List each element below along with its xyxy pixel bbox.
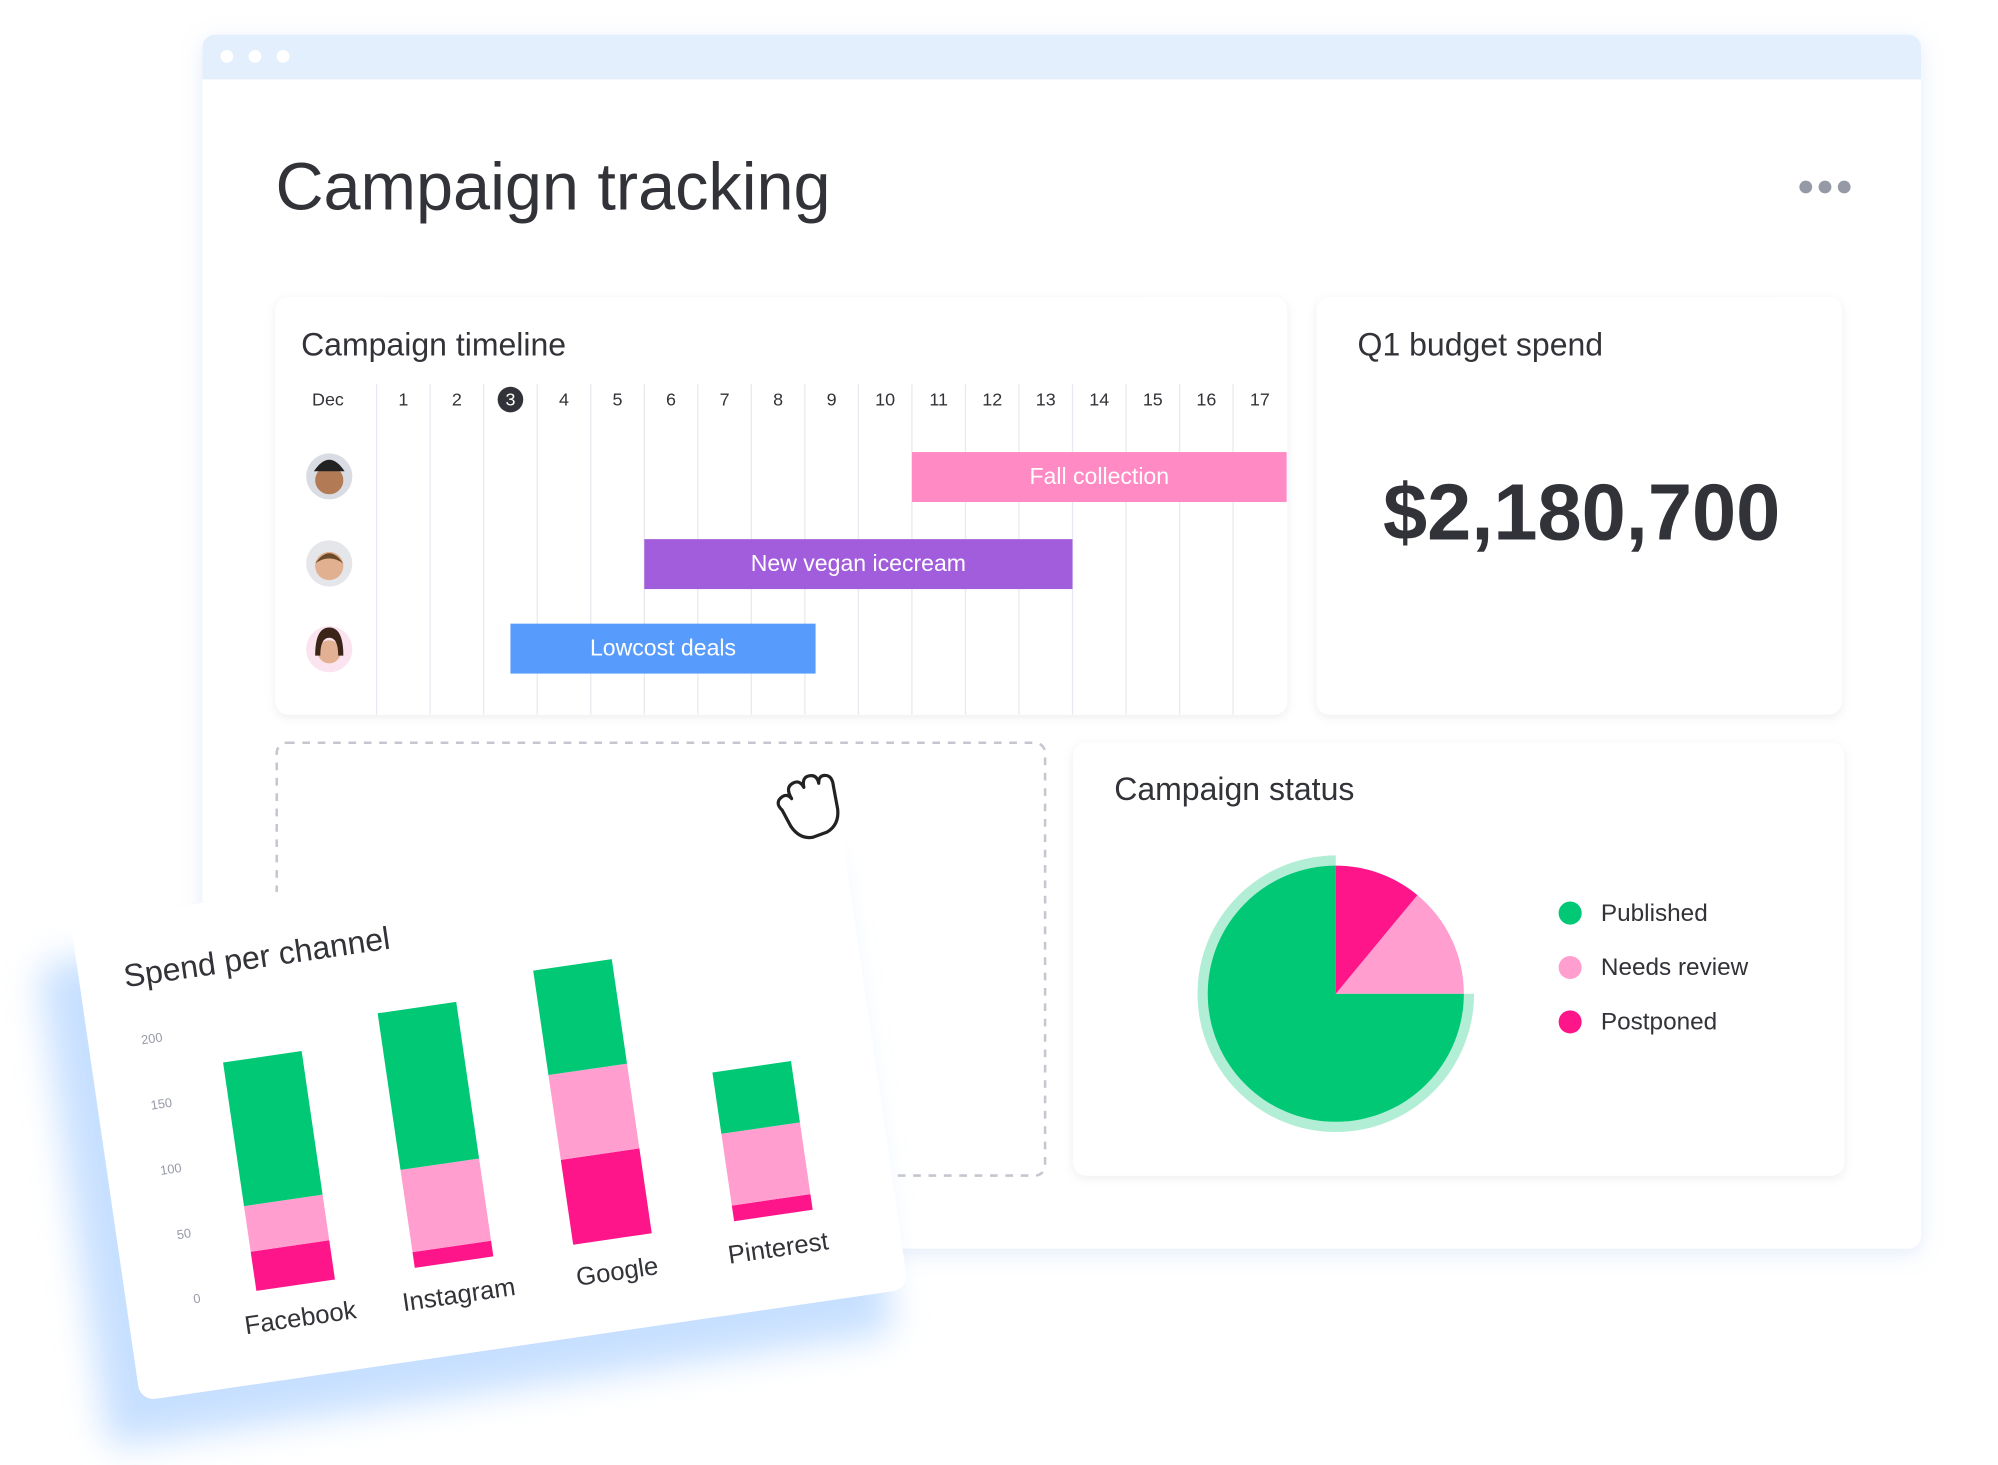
day-label: 5 bbox=[613, 390, 623, 410]
day-label: 8 bbox=[773, 390, 783, 410]
bar-segment bbox=[223, 1051, 323, 1207]
pie-chart: Published Needs review Postponed bbox=[1197, 855, 1749, 1133]
day-label: 10 bbox=[875, 390, 895, 410]
month-label: Dec bbox=[312, 390, 344, 410]
legend-swatch bbox=[1558, 1010, 1582, 1034]
bar-segment bbox=[400, 1158, 492, 1253]
y-tick-label: 50 bbox=[176, 1225, 192, 1242]
window-dot bbox=[220, 49, 234, 63]
bar-segment bbox=[548, 1063, 640, 1160]
legend-swatch bbox=[1558, 901, 1582, 925]
bar-segment bbox=[377, 1001, 480, 1170]
day-label: 17 bbox=[1250, 390, 1270, 410]
card-title: Campaign timeline bbox=[301, 326, 566, 362]
bar-segment bbox=[712, 1060, 800, 1134]
y-tick-label: 0 bbox=[192, 1291, 201, 1307]
budget-card bbox=[1316, 297, 1842, 715]
legend-label: Needs review bbox=[1601, 954, 1749, 981]
y-tick-label: 100 bbox=[159, 1160, 182, 1178]
timeline-bar-label: Fall collection bbox=[1029, 463, 1169, 489]
card-title: Q1 budget spend bbox=[1358, 326, 1604, 362]
timeline-bar-label: Lowcost deals bbox=[590, 634, 736, 660]
more-menu[interactable] bbox=[1799, 180, 1851, 194]
card-title: Campaign status bbox=[1114, 771, 1354, 807]
window-bar bbox=[202, 34, 1922, 80]
timeline-bar bbox=[644, 539, 1073, 590]
avatar-face bbox=[317, 640, 341, 664]
menu-dot bbox=[1837, 180, 1851, 194]
day-label: 7 bbox=[720, 390, 730, 410]
avatar-face bbox=[315, 466, 344, 495]
timeline-bar bbox=[510, 623, 816, 674]
bar-segment bbox=[244, 1194, 330, 1252]
legend-swatch bbox=[1558, 955, 1582, 980]
bar-segment bbox=[250, 1240, 335, 1291]
timeline-card bbox=[275, 297, 1288, 715]
window-dot bbox=[248, 49, 262, 63]
avatar-hair bbox=[313, 459, 345, 472]
bar-segment bbox=[721, 1122, 811, 1206]
legend-label: Postponed bbox=[1601, 1009, 1717, 1036]
pie-slice bbox=[1335, 865, 1418, 994]
day-label: 1 bbox=[398, 390, 408, 410]
day-label: 13 bbox=[1036, 390, 1056, 410]
day-label: 14 bbox=[1089, 390, 1109, 410]
avatars bbox=[306, 453, 353, 673]
page-title: Campaign tracking bbox=[275, 151, 830, 225]
bar-segment bbox=[560, 1148, 652, 1245]
day-label: 6 bbox=[666, 390, 676, 410]
cursor-hand bbox=[776, 773, 840, 840]
avatar-hair bbox=[315, 627, 344, 656]
bar-chart: 050100150200FacebookInstagramGooglePinte… bbox=[140, 959, 830, 1340]
timeline-bar-label: New vegan icecream bbox=[751, 550, 966, 576]
y-tick-label: 150 bbox=[150, 1095, 173, 1113]
drop-zone bbox=[275, 741, 1047, 1177]
bar-segment bbox=[731, 1194, 813, 1222]
bar-card-group[interactable]: Spend per channel 050100150200FacebookIn… bbox=[33, 810, 915, 1447]
budget-value: $2,180,700 bbox=[1383, 468, 1780, 557]
day-label: 11 bbox=[929, 390, 948, 410]
legend-label: Published bbox=[1601, 900, 1708, 927]
avatar-hair bbox=[315, 553, 344, 564]
day-label: 12 bbox=[982, 390, 1002, 410]
timeline-bar bbox=[911, 452, 1287, 502]
pie-slice bbox=[1335, 895, 1464, 994]
day-label: 4 bbox=[559, 390, 569, 410]
window-dot bbox=[276, 49, 290, 63]
menu-dot bbox=[1818, 180, 1832, 194]
day-label: 2 bbox=[452, 390, 462, 410]
day-label: 15 bbox=[1143, 390, 1163, 410]
today-marker bbox=[497, 386, 524, 413]
day-label: 9 bbox=[827, 390, 837, 410]
bar-segment bbox=[533, 959, 627, 1076]
day-label: 3 bbox=[505, 390, 515, 410]
menu-dot bbox=[1799, 180, 1813, 194]
day-label: 16 bbox=[1196, 390, 1216, 410]
y-tick-label: 200 bbox=[140, 1029, 163, 1047]
bar-segment bbox=[412, 1240, 494, 1268]
